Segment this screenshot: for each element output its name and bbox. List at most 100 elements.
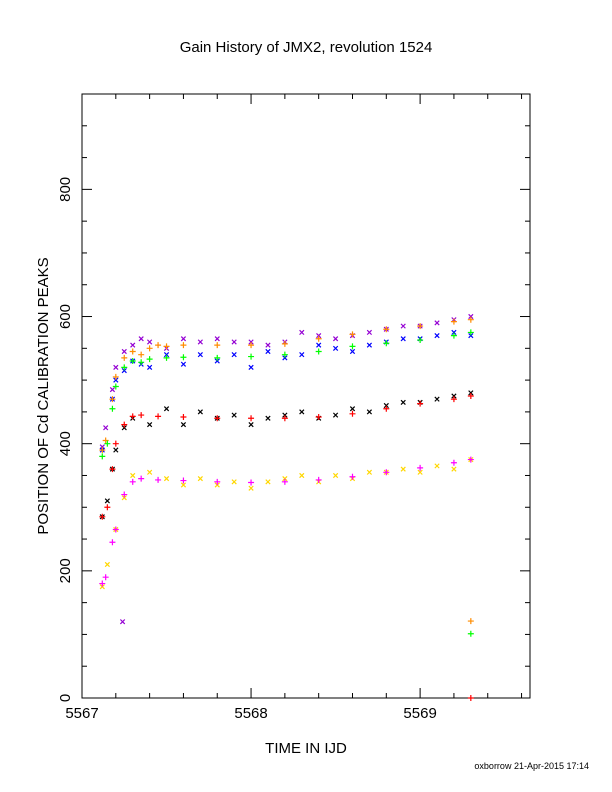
- data-point: [451, 329, 457, 336]
- data-point: [231, 352, 237, 358]
- data-point: [104, 440, 111, 447]
- data-point: [163, 352, 170, 358]
- data-point: [163, 406, 170, 412]
- data-point: [109, 466, 116, 473]
- data-point: [366, 342, 373, 348]
- data-point: [113, 364, 119, 371]
- series-3: [99, 456, 474, 590]
- data-point: [299, 352, 305, 358]
- data-point: [146, 421, 153, 428]
- data-point: [248, 364, 254, 371]
- data-point: [112, 526, 119, 533]
- data-point: [112, 383, 119, 390]
- data-point: [99, 584, 105, 590]
- data-point: [332, 345, 339, 351]
- data-point: [104, 498, 110, 504]
- data-point: [197, 476, 203, 482]
- data-point: [434, 396, 440, 402]
- data-point: [214, 415, 221, 422]
- footer-credit: oxborrow 21-Apr-2015 17:14: [474, 761, 589, 771]
- data-point: [417, 464, 424, 471]
- data-point: [197, 352, 203, 358]
- series-7: [99, 456, 474, 587]
- data-point: [155, 342, 162, 349]
- x-axis: 5567 5568 5569: [65, 94, 523, 722]
- data-point: [383, 326, 390, 333]
- data-point: [180, 413, 187, 420]
- data-point: [163, 343, 170, 350]
- data-point: [155, 413, 162, 420]
- data-point: [121, 421, 128, 428]
- data-point: [467, 456, 474, 463]
- data-point: [451, 466, 457, 472]
- data-point: [214, 482, 220, 488]
- data-point: [109, 405, 116, 412]
- data-point: [281, 351, 288, 358]
- x-axis-label: TIME IN IJD: [265, 740, 347, 757]
- data-point: [282, 412, 288, 418]
- data-point: [468, 332, 474, 339]
- data-point: [112, 440, 119, 447]
- data-point: [316, 342, 322, 348]
- data-point: [231, 479, 237, 485]
- data-point: [129, 358, 136, 365]
- data-point: [417, 400, 424, 407]
- data-point: [383, 405, 390, 412]
- data-point: [180, 477, 187, 484]
- x-tick-label: 5567: [65, 705, 98, 722]
- data-point: [349, 331, 356, 338]
- data-point: [121, 425, 127, 431]
- data-point: [121, 364, 128, 371]
- data-point: [248, 342, 255, 349]
- data-point: [315, 335, 322, 342]
- data-point: [180, 421, 187, 428]
- data-point: [468, 313, 474, 320]
- data-point: [315, 413, 322, 420]
- data-point: [99, 447, 106, 454]
- data-point: [109, 396, 116, 403]
- data-point: [112, 373, 119, 380]
- data-point: [163, 476, 170, 482]
- data-point: [119, 619, 126, 625]
- data-point: [265, 348, 271, 355]
- data-point: [248, 415, 255, 422]
- data-point: [155, 476, 162, 483]
- data-point: [138, 475, 145, 482]
- data-point: [197, 339, 203, 345]
- data-point: [109, 539, 116, 546]
- data-point: [316, 332, 322, 339]
- data-point: [113, 377, 119, 383]
- data-point: [468, 390, 474, 396]
- data-point: [299, 329, 305, 336]
- series-2: [99, 390, 474, 520]
- data-point: [281, 478, 288, 485]
- data-point: [315, 476, 322, 483]
- data-point: [214, 342, 221, 349]
- data-point: [332, 412, 339, 418]
- data-point: [121, 348, 127, 355]
- data-point: [467, 316, 474, 323]
- data-point: [400, 399, 406, 405]
- data-point: [282, 355, 288, 361]
- data-point: [467, 618, 474, 625]
- data-point: [129, 478, 136, 485]
- data-point: [450, 459, 457, 466]
- series-0: [99, 313, 474, 625]
- data-point: [467, 393, 474, 399]
- data-point: [248, 353, 255, 360]
- chart-title: Gain History of JMX2, revolution 1524: [180, 39, 433, 56]
- data-point: [129, 413, 136, 420]
- data-point: [231, 339, 237, 345]
- series-1: [99, 329, 474, 453]
- data-point: [366, 329, 373, 336]
- data-point: [130, 342, 136, 348]
- data-point: [130, 472, 136, 479]
- series-4: [99, 316, 474, 625]
- data-point: [400, 466, 406, 472]
- data-point: [282, 476, 288, 482]
- y-tick-label: 0: [57, 694, 74, 702]
- data-point: [104, 561, 110, 568]
- data-point: [332, 336, 339, 342]
- data-point: [99, 580, 106, 587]
